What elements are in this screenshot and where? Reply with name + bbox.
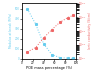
X-axis label: POE mass percentage (%): POE mass percentage (%) (26, 66, 72, 70)
Y-axis label: Ionic conductivity (S/cm): Ionic conductivity (S/cm) (88, 12, 92, 49)
Y-axis label: Modulus at break (MPa): Modulus at break (MPa) (9, 13, 13, 48)
